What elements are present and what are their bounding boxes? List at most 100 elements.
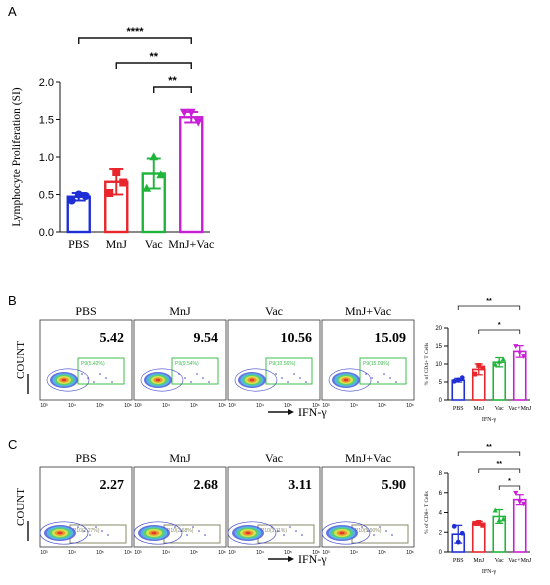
- chart-b: 0 5 10 15 20 % of CD4+ T Cells PBS MnJ Vac Vac+Mn…: [423, 298, 532, 423]
- event-dot: [295, 530, 297, 532]
- flow-plot-frame: [133, 319, 227, 401]
- x-tick-label: 10⁶: [124, 403, 132, 409]
- y-tick-label: 8: [439, 471, 443, 477]
- x-tick-label: 10⁵: [378, 550, 386, 556]
- data-point: [517, 350, 523, 356]
- event-dot: [99, 373, 101, 375]
- event-dot: [174, 526, 176, 528]
- gate-label: P10(2.27%): [73, 528, 100, 534]
- category-label: Vac: [495, 406, 504, 412]
- event-dot: [202, 377, 204, 379]
- event-dot: [87, 377, 89, 379]
- event-dot: [305, 381, 307, 383]
- bar-vac: [492, 361, 507, 401]
- density-contour: [140, 368, 184, 392]
- y-axis-label-count: COUNT: [15, 488, 27, 526]
- bar-vac-mnj: [512, 498, 527, 553]
- density-blob: [343, 378, 349, 382]
- x-axis-label: IFN-γ: [482, 569, 497, 575]
- y-axis-label: % of CD4+ T Cells: [423, 343, 430, 386]
- flow-percentage: 5.42: [100, 331, 125, 346]
- y-tick-label: 0.5: [39, 189, 54, 201]
- data-point: [451, 523, 457, 529]
- data-point: [500, 356, 506, 362]
- significance-label: **: [168, 75, 177, 87]
- y-tick-label: 4: [439, 511, 443, 517]
- event-dot: [391, 534, 393, 536]
- x-tick-label: 10⁴: [162, 403, 170, 409]
- y-axis-label-count: COUNT: [15, 341, 27, 379]
- x-tick-label: 10³: [134, 403, 142, 409]
- x-tick-label: 10⁵: [378, 403, 386, 409]
- x-tick-label: 10³: [322, 550, 330, 556]
- category-label: PBS: [68, 237, 89, 251]
- flow-title: Vac: [265, 304, 283, 318]
- data-point: [156, 170, 166, 179]
- data-point: [476, 519, 482, 525]
- bar-mnj-vac: [179, 116, 204, 234]
- event-dot: [361, 526, 363, 528]
- x-tick-label: 10³: [40, 550, 48, 556]
- event-dot: [287, 381, 289, 383]
- chart-c: 0 2 4 6 8 % of CD8+ T Cells PBS MnJ Vac Vac+MnJ IF…: [423, 444, 532, 575]
- category-label: Vac: [145, 237, 163, 251]
- data-point: [521, 501, 527, 507]
- panel-label-b: B: [8, 293, 17, 308]
- event-dot: [196, 373, 198, 375]
- data-point: [451, 378, 457, 384]
- density-contour: [234, 368, 278, 392]
- flow-percentage: 5.90: [382, 478, 407, 493]
- category-label: Vac: [495, 558, 504, 564]
- density-contour: [227, 521, 277, 545]
- density-blob: [339, 531, 345, 535]
- x-tick-label: 10⁴: [256, 550, 264, 556]
- event-dot: [299, 377, 301, 379]
- x-tick-label: 10⁵: [96, 403, 104, 409]
- flow-title: MnJ: [169, 451, 191, 465]
- panel-label-a: A: [8, 4, 17, 19]
- y-axis-label: Lymphocyte Proliferation (SI): [11, 87, 23, 226]
- event-dot: [192, 526, 194, 528]
- significance-bracket: [478, 329, 521, 334]
- significance-bracket: [153, 86, 192, 93]
- data-point: [513, 490, 519, 496]
- density-blob: [61, 378, 67, 382]
- significance-label: **: [497, 461, 503, 468]
- bar-vac-mnj: [512, 350, 527, 401]
- density-contour: [328, 368, 372, 392]
- category-label: PBS: [453, 558, 464, 564]
- x-tick-label: 10⁴: [350, 550, 358, 556]
- event-dot: [204, 534, 206, 536]
- event-dot: [81, 373, 83, 375]
- data-point: [67, 196, 76, 205]
- y-tick-label: 5: [439, 380, 443, 386]
- gate-box: [359, 357, 407, 385]
- y-tick-label: 2: [439, 530, 443, 536]
- x-axis-label: IFN-γ: [482, 417, 497, 423]
- density-contour: [39, 521, 89, 545]
- data-point: [513, 344, 519, 349]
- x-tick-label: 10³: [322, 403, 330, 409]
- event-dot: [389, 377, 391, 379]
- event-dot: [186, 534, 188, 536]
- x-tick-label: 10³: [228, 403, 236, 409]
- data-point: [112, 168, 121, 176]
- event-dot: [105, 377, 107, 379]
- density-blob: [155, 378, 161, 382]
- gate-box: [171, 357, 219, 385]
- density-contour: [46, 368, 90, 392]
- significance-bracket: [78, 37, 192, 44]
- x-tick-label: 10³: [228, 550, 236, 556]
- x-tick-label: 10⁶: [312, 403, 320, 409]
- x-tick-label: 10⁴: [68, 550, 76, 556]
- flow-title: MnJ+Vac: [345, 451, 391, 465]
- flow-title: MnJ+Vac: [345, 304, 391, 318]
- significance-bracket: [115, 62, 192, 69]
- event-dot: [367, 530, 369, 532]
- flow-title: PBS: [75, 451, 96, 465]
- event-dot: [383, 373, 385, 375]
- x-tick-label: 10⁶: [218, 403, 226, 409]
- significance-label: **: [486, 444, 492, 451]
- category-label: MnJ+Vac: [168, 237, 214, 251]
- gate-label: P9(9.54%): [175, 361, 199, 367]
